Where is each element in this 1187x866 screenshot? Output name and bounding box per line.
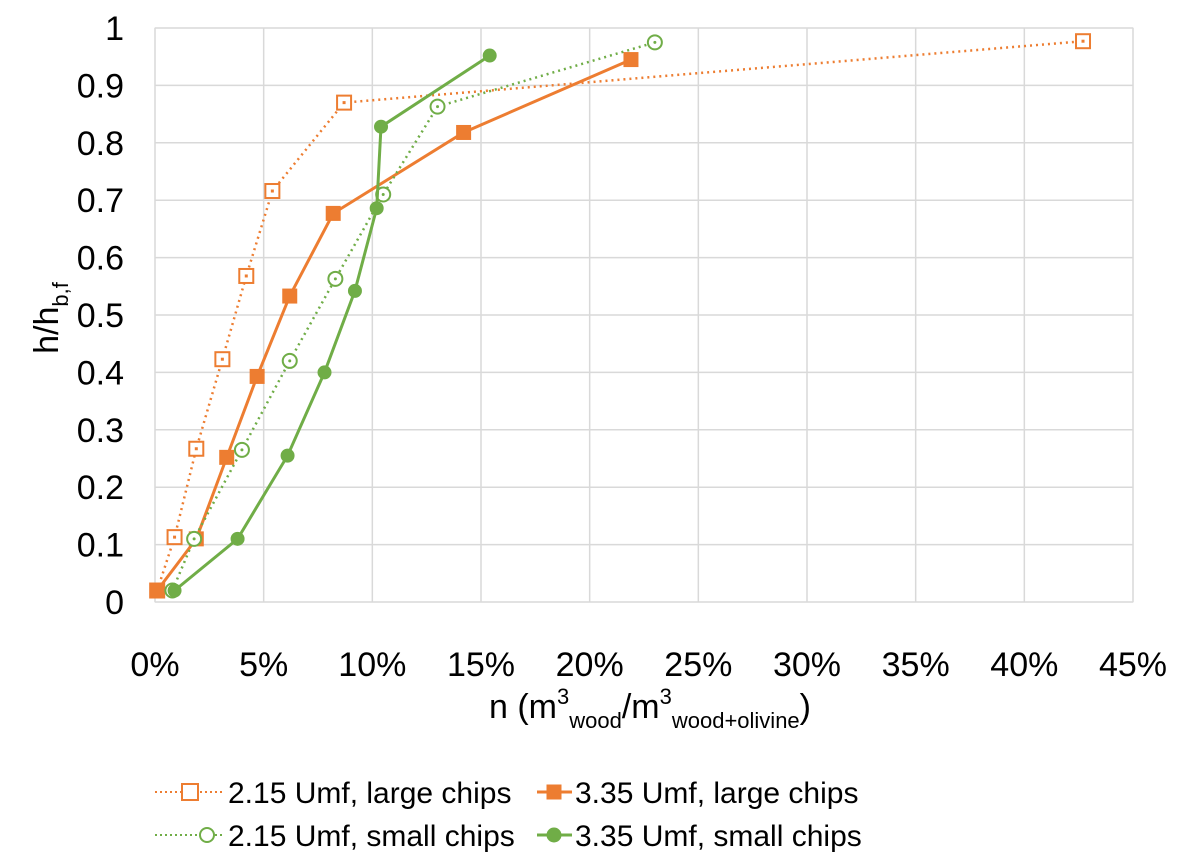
legend-item-2-15-large: 2.15 Umf, large chips [155,777,511,810]
x-axis-title-sub-1: wood [568,708,622,733]
series-line [173,54,491,592]
series-line [171,41,656,591]
data-point-filled-circle [230,531,245,546]
y-tick-label: 0 [105,584,124,622]
legend-label-3-35-small: 3.35 Umf, small chips [575,820,862,853]
data-point-filled-square [325,205,341,221]
series-2 [149,52,639,599]
x-tick-label: 15% [447,646,515,684]
y-axis-title: h/hb,f [28,281,73,354]
data-point-center-dot [333,277,337,281]
series-layer [149,33,1092,599]
x-axis-title-sup-2: 3 [660,684,672,709]
horizontal-gridlines [155,27,1133,603]
legend-item-2-15-small: 2.15 Umf, small chips [155,820,515,853]
series-3 [164,34,663,599]
legend-marker-filled-square [546,784,562,800]
x-tick-label: 5% [239,646,288,684]
x-tick-label: 0% [130,646,179,684]
data-point-center-dot [244,274,248,278]
data-point-center-dot [270,189,274,193]
legend-label-2-15-small: 2.15 Umf, small chips [228,820,515,853]
data-point-center-dot [288,359,292,363]
y-tick-label: 0.6 [77,240,124,278]
data-point-filled-square [149,583,165,599]
legend-marker-filled-circle [546,827,562,843]
y-tick-label: 0.4 [77,354,124,392]
legend-marker-open-square [181,783,199,801]
x-tick-label: 35% [882,646,950,684]
x-axis-title-sub-2: wood+olivine [671,708,800,733]
data-point-filled-circle [482,48,497,63]
legend-label-3-35-large: 3.35 Umf, large chips [575,777,858,810]
series-line [156,58,632,592]
data-point-center-dot [240,448,244,452]
data-point-center-dot [653,40,657,44]
data-point-center-dot [436,105,440,109]
data-point-center-dot [194,447,198,451]
data-point-filled-square [623,52,639,68]
plot-area-border [154,27,1134,603]
data-point-center-dot [342,101,346,105]
data-point-filled-circle [317,365,332,380]
y-axis-tick-labels: 0 0.1 0.2 0.3 0.4 0.5 0.6 0.7 0.8 0.9 1 [77,10,124,622]
y-tick-label: 0.5 [77,297,124,335]
y-tick-label: 0.8 [77,125,124,163]
data-point-center-dot [381,192,385,196]
x-axis-title-slash: /m [622,688,660,726]
data-point-filled-circle [167,583,182,598]
x-tick-label: 30% [773,646,841,684]
x-tick-label: 25% [664,646,732,684]
y-axis-title-main: h/h [28,307,66,354]
data-point-filled-circle [369,201,384,216]
x-axis-title-close: ) [800,688,811,726]
y-tick-label: 1 [105,10,124,48]
data-point-filled-circle [347,283,362,298]
y-tick-label: 0.1 [77,527,124,565]
y-tick-label: 0.9 [77,67,124,105]
data-point-center-dot [173,535,177,539]
y-tick-label: 0.2 [77,469,124,507]
x-axis-title-main: n (m [489,688,557,726]
series-line [156,39,1084,591]
x-tick-label: 45% [1099,646,1167,684]
x-tick-label: 40% [990,646,1058,684]
y-tick-label: 0.7 [77,182,124,220]
y-axis-title-subscript: b,f [48,281,73,306]
y-tick-label: 0.3 [77,412,124,450]
legend-item-3-35-small: 3.35 Umf, small chips [537,820,862,853]
data-point-filled-square [456,124,472,140]
data-point-center-dot [220,357,224,361]
legend: 2.15 Umf, large chips 3.35 Umf, large ch… [155,777,862,853]
legend-item-3-35-large: 3.35 Umf, large chips [537,777,858,810]
data-point-filled-square [249,368,265,384]
data-point-filled-circle [374,119,389,134]
x-tick-label: 20% [556,646,624,684]
data-point-center-dot [192,537,196,541]
series-1 [149,33,1092,599]
data-point-center-dot [1081,39,1085,43]
data-point-filled-circle [280,448,295,463]
data-point-filled-square [282,288,298,304]
x-tick-label: 10% [338,646,406,684]
x-axis-title-sup-1: 3 [557,684,569,709]
legend-marker-open-circle [199,827,215,843]
x-axis-title: n (m3wood/m3wood+olivine) [489,684,811,733]
series-4 [167,48,497,598]
data-point-filled-square [219,449,235,465]
x-axis-tick-labels: 0% 5% 10% 15% 20% 25% 30% 35% 40% 45% [130,646,1167,684]
legend-label-2-15-large: 2.15 Umf, large chips [228,777,511,810]
